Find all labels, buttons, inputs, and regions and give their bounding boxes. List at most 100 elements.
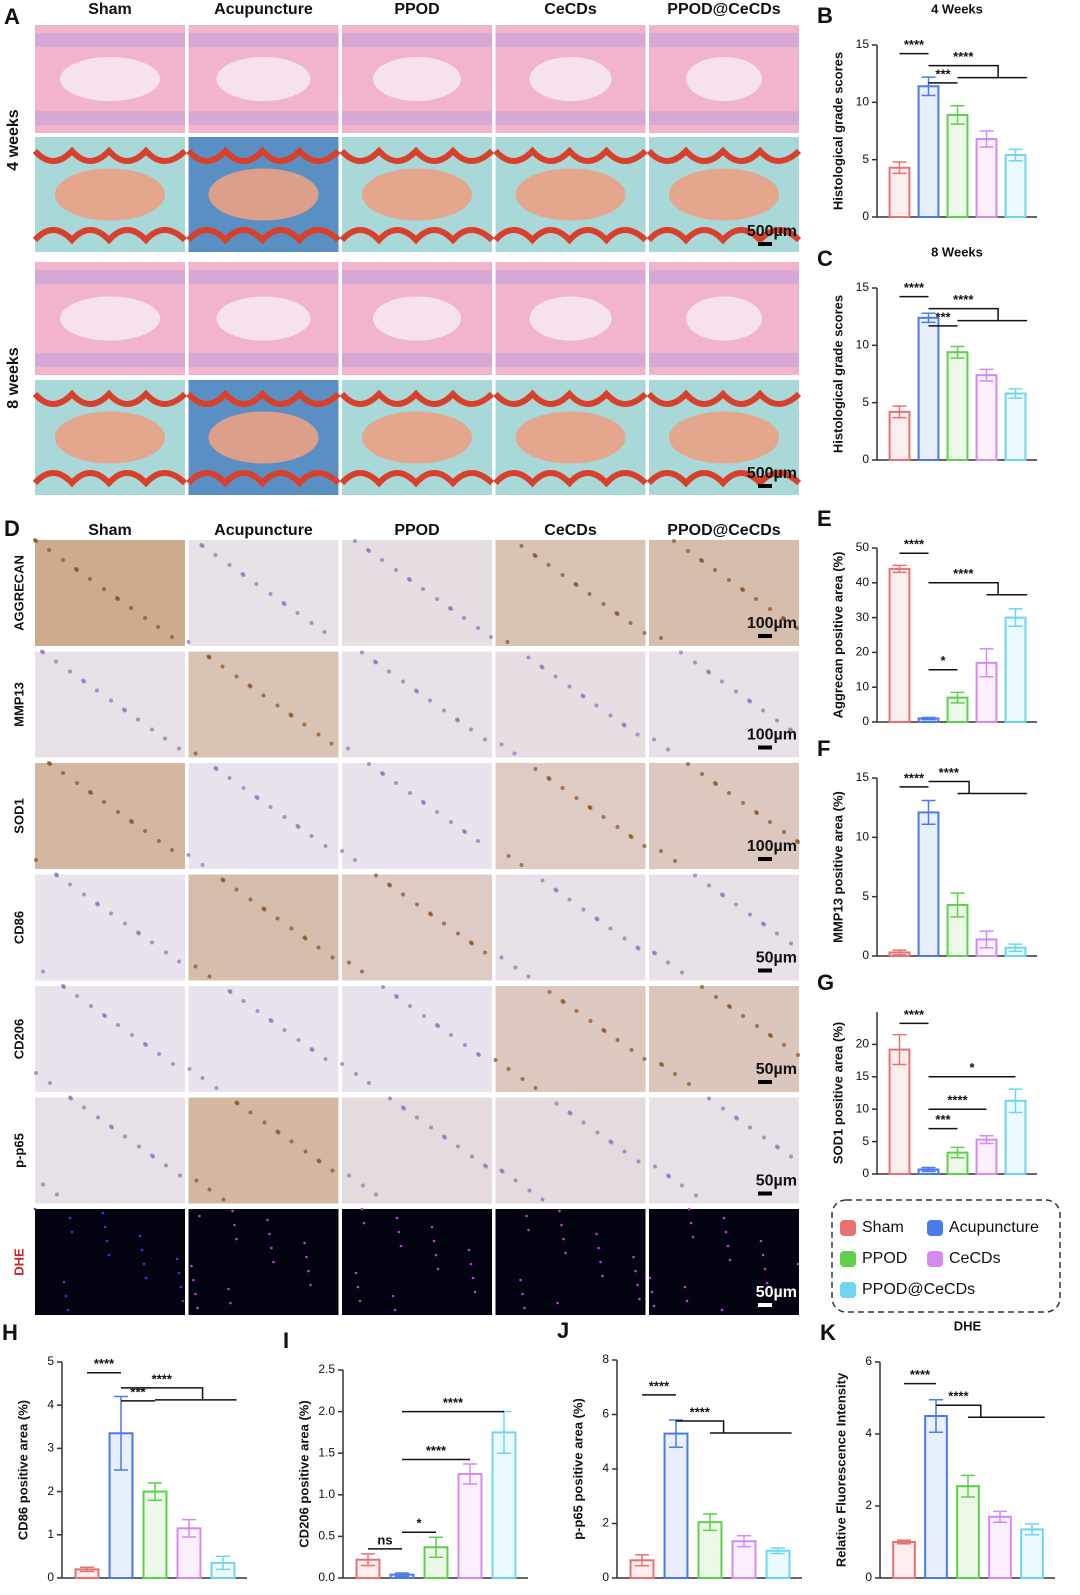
cell xyxy=(96,902,100,907)
fluorescence-dot xyxy=(233,1223,236,1227)
fluorescence-dot xyxy=(562,1237,565,1241)
y-tick-label: 0 xyxy=(862,948,869,962)
y-tick-label: 0.0 xyxy=(318,1570,335,1584)
ihc-stain xyxy=(342,763,492,869)
fluorescence-dot xyxy=(632,1255,635,1259)
cell xyxy=(48,1081,52,1085)
endplate xyxy=(186,146,341,164)
cell xyxy=(608,926,613,931)
endplate xyxy=(188,33,339,47)
cell xyxy=(402,1106,406,1111)
cell xyxy=(194,1178,199,1183)
cell xyxy=(151,1154,155,1159)
nucleus xyxy=(362,168,472,221)
fluorescence-dot xyxy=(434,1253,438,1257)
fluorescence-dot xyxy=(272,1260,275,1264)
bar xyxy=(888,410,911,461)
cell xyxy=(316,945,321,950)
cell xyxy=(221,1197,226,1202)
y-tick-label: 2 xyxy=(865,1498,872,1512)
cell xyxy=(635,732,640,737)
cell xyxy=(102,587,106,591)
scale-bar xyxy=(758,1303,772,1307)
cell xyxy=(150,940,154,945)
fluorescence-dot xyxy=(558,1209,561,1213)
cell xyxy=(143,829,147,833)
cell xyxy=(588,1019,593,1023)
cell xyxy=(276,1130,281,1135)
y-tick-label: 4 xyxy=(47,1397,54,1411)
cell xyxy=(720,679,724,684)
cell xyxy=(642,844,647,848)
y-tick-label: 0 xyxy=(602,1570,609,1584)
cell xyxy=(476,839,480,843)
cell xyxy=(130,820,134,824)
cell xyxy=(754,597,758,601)
cell xyxy=(506,1067,511,1071)
bar xyxy=(663,1432,689,1579)
ihc-stain xyxy=(189,763,339,869)
cell xyxy=(302,722,307,727)
cell xyxy=(734,902,738,907)
endplate xyxy=(339,227,495,245)
cell xyxy=(381,772,385,776)
cell xyxy=(588,806,593,810)
cell xyxy=(469,727,473,732)
fluorescence-dot xyxy=(761,1253,765,1257)
column-header: Acupuncture xyxy=(214,1,313,18)
cell xyxy=(61,558,65,562)
nucleus xyxy=(669,411,779,464)
cell xyxy=(130,1033,134,1037)
fluorescence-dot xyxy=(192,1278,195,1282)
ihc-stain xyxy=(649,1097,799,1204)
cell xyxy=(234,887,239,892)
cell xyxy=(477,1053,481,1057)
fluorescence-dot xyxy=(601,1274,604,1278)
fluorescence-dot xyxy=(309,1283,312,1287)
error-bar xyxy=(395,1572,409,1578)
y-tick-label: 0 xyxy=(862,714,869,728)
cell xyxy=(734,689,738,694)
cell xyxy=(109,698,113,703)
nucleus xyxy=(529,57,612,101)
nucleus xyxy=(686,296,762,341)
ihc-stain xyxy=(495,763,646,869)
cell xyxy=(353,858,357,862)
chart-title: 8 Weeks xyxy=(931,244,983,259)
endplate xyxy=(186,227,341,245)
panel-label: G xyxy=(817,970,834,995)
cell xyxy=(687,1082,691,1086)
y-tick-label: 6 xyxy=(865,1354,872,1368)
cell xyxy=(547,990,552,994)
significance-label: * xyxy=(416,1516,422,1531)
fluorescence-dot xyxy=(724,1230,728,1234)
endplate xyxy=(339,146,495,164)
y-tick-label: 1.5 xyxy=(318,1445,335,1459)
significance-label: **** xyxy=(953,49,974,64)
y-tick-label: 50 xyxy=(856,540,870,554)
cell xyxy=(157,839,161,843)
endplate xyxy=(646,146,802,164)
nucleus xyxy=(60,296,160,341)
cell xyxy=(700,559,704,563)
fluorescence-dot xyxy=(523,1306,526,1310)
error-bar xyxy=(892,161,907,175)
chart-title: DHE xyxy=(954,1318,982,1333)
endplate xyxy=(186,470,341,488)
fluorescence-dot xyxy=(68,1216,72,1220)
cell xyxy=(547,777,552,781)
cell xyxy=(714,782,718,786)
bar xyxy=(917,316,940,461)
ihc-image xyxy=(35,986,185,1092)
legend-label: Acupuncture xyxy=(949,1219,1039,1236)
endplate xyxy=(649,111,799,125)
cell xyxy=(775,931,779,936)
y-tick-label: 40 xyxy=(856,575,870,589)
cell xyxy=(275,703,280,708)
cell xyxy=(560,573,565,577)
fluorescence-dot xyxy=(142,1262,146,1266)
bar xyxy=(1004,154,1027,218)
cell xyxy=(629,835,634,839)
cell xyxy=(102,800,106,804)
cell xyxy=(340,849,344,853)
